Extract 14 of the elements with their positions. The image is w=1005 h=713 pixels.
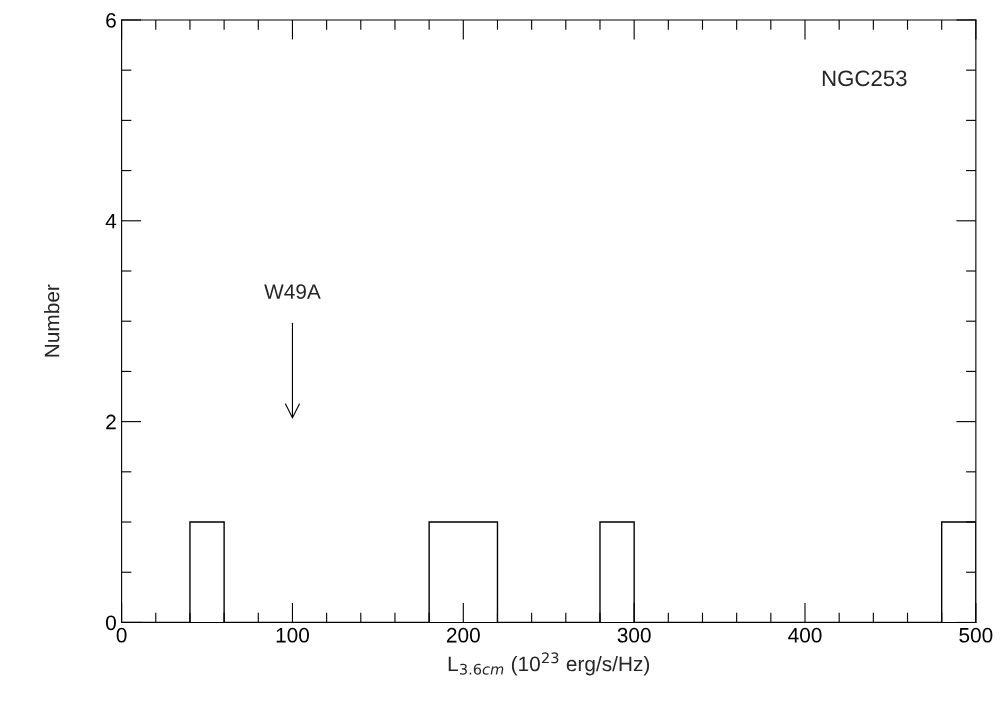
y-tick-label: 4 <box>105 214 117 229</box>
x-tick-label: 100 <box>276 627 310 643</box>
annotation: NGC253 <box>822 70 907 87</box>
y-tick-label: 0 <box>105 615 116 631</box>
x-tick-label: 500 <box>959 627 993 643</box>
annotation: W49A <box>264 284 321 300</box>
y-axis-title: Number <box>44 284 60 357</box>
x-tick-label: 400 <box>788 627 822 643</box>
y-tick-label: 6 <box>106 12 116 28</box>
x-tick-label: 300 <box>617 627 651 643</box>
y-tick-label: 2 <box>106 414 116 430</box>
x-axis-title: L$_{3.6cm}$ (10$^{23}$ erg/s/Hz) <box>448 652 650 676</box>
x-tick-label: 200 <box>446 627 480 643</box>
x-tick-label: 0 <box>116 627 127 643</box>
